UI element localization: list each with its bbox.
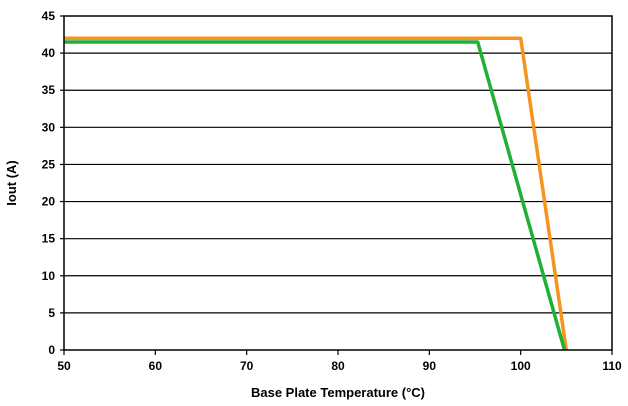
x-tick-label: 80 (331, 359, 345, 373)
x-tick-label: 70 (240, 359, 254, 373)
y-tick-label: 40 (42, 46, 56, 60)
plot-area-frame (63, 15, 613, 351)
y-axis-title: Iout (A) (4, 160, 19, 205)
y-tick-label: 10 (42, 269, 56, 283)
y-axis-ticks: 0 5 10 15 20 25 30 35 40 45 (42, 9, 64, 357)
y-tick-label: 5 (48, 306, 55, 320)
x-tick-label: 60 (149, 359, 163, 373)
y-tick-label: 0 (48, 343, 55, 357)
series-lines (64, 36, 569, 351)
x-tick-label: 50 (57, 359, 71, 373)
series-line-1 (64, 36, 569, 351)
y-tick-label: 30 (42, 120, 56, 134)
y-tick-label: 20 (42, 195, 56, 209)
x-tick-label: 90 (423, 359, 437, 373)
y-tick-label: 25 (42, 157, 56, 171)
x-tick-label: 110 (602, 359, 622, 373)
y-tick-label: 15 (42, 232, 56, 246)
x-axis-ticks: 50 60 70 80 90 100 110 (57, 350, 622, 373)
y-tick-label: 45 (42, 9, 56, 23)
x-tick-label: 100 (511, 359, 531, 373)
y-tick-label: 35 (42, 83, 56, 97)
series-line-2 (64, 40, 567, 351)
x-axis-title: Base Plate Temperature (°C) (251, 385, 425, 400)
gridlines (64, 52, 612, 314)
